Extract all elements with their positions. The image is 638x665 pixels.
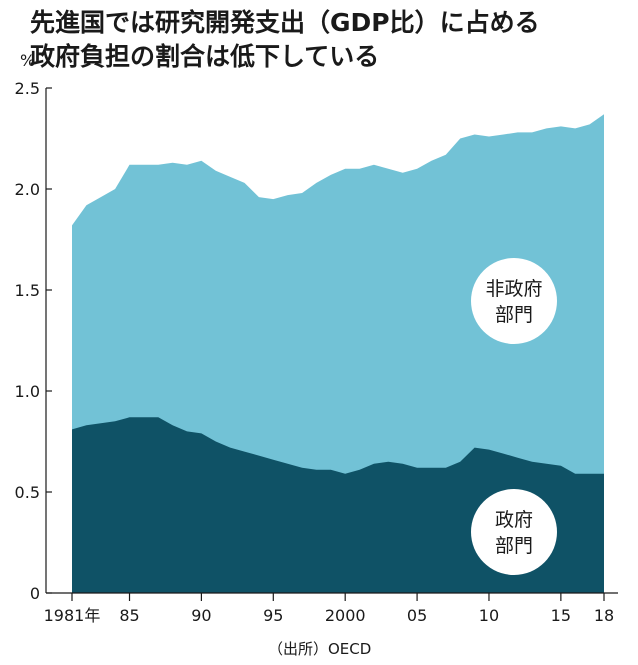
x-tick-label: 05 bbox=[407, 606, 427, 625]
x-tick-label: 10 bbox=[479, 606, 499, 625]
series-label-text: 部門 bbox=[495, 304, 533, 326]
chart-title: 先進国では研究開発支出（GDP比）に占める 政府負担の割合は低下している bbox=[30, 6, 630, 74]
x-tick-label: 15 bbox=[551, 606, 571, 625]
chart-title-line-1: 先進国では研究開発支出（GDP比）に占める bbox=[30, 8, 540, 37]
source-note: （出所）OECD bbox=[268, 640, 372, 658]
label-bubble bbox=[471, 258, 557, 344]
x-tick-label: 85 bbox=[119, 606, 139, 625]
y-tick-label: 1.5 bbox=[15, 281, 40, 300]
x-tick-label: 90 bbox=[191, 606, 211, 625]
label-bubble bbox=[471, 489, 557, 575]
x-tick-label: 1981年 bbox=[44, 606, 101, 625]
area-layers bbox=[72, 114, 604, 594]
area-government bbox=[72, 417, 604, 593]
axes: 0 0.5 1.0 1.5 2.0 2.5 1981年 85 90 95 2000 05 10 15 18 bbox=[15, 79, 618, 625]
y-tick-label: 0 bbox=[30, 584, 40, 603]
series-label-text: 部門 bbox=[495, 535, 533, 557]
series-label-text: 非政府 bbox=[485, 278, 542, 300]
x-tick-label: 2000 bbox=[325, 606, 366, 625]
series-label-text: 政府 bbox=[495, 509, 533, 531]
y-tick-label: 2.0 bbox=[15, 180, 40, 199]
x-tick-label: 18 bbox=[594, 606, 614, 625]
y-tick-label: 0.5 bbox=[15, 483, 40, 502]
chart-title-line-2: 政府負担の割合は低下している bbox=[30, 42, 380, 71]
y-tick-label: 1.0 bbox=[15, 382, 40, 401]
y-tick-label: 2.5 bbox=[15, 79, 40, 98]
x-tick-label: 95 bbox=[263, 606, 283, 625]
y-axis-unit-label: % bbox=[20, 51, 35, 70]
